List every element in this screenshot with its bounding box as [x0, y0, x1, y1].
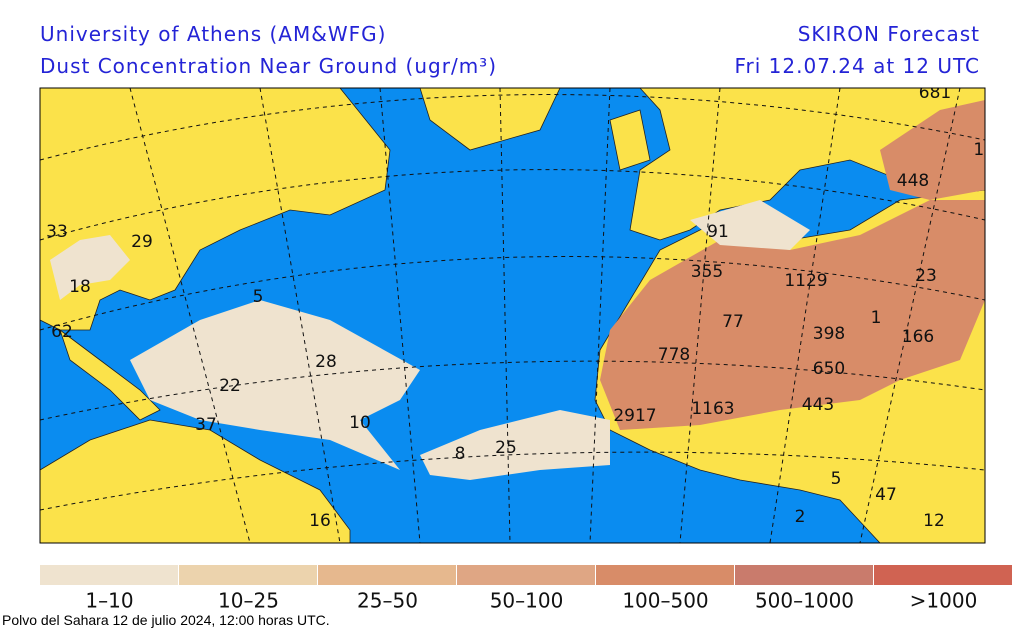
land: [59, 328, 161, 421]
legend-label: >1000: [910, 589, 978, 611]
map-label: 126: [989, 181, 1021, 201]
map-frame: [39, 87, 986, 544]
header-text: SKIRON Forecast: [797, 22, 980, 46]
dust-area: [420, 410, 610, 480]
map-label: 5: [831, 469, 842, 489]
graticule: [40, 88, 985, 543]
legend-swatch: [318, 565, 456, 585]
legend-label: 1–10: [85, 589, 133, 611]
dust-area: [600, 200, 985, 430]
map-label: 778: [658, 345, 690, 365]
dust-area: [690, 200, 810, 250]
legend-label: 25–50: [357, 589, 418, 611]
map-label: 1129: [784, 271, 827, 291]
map-label: 650: [813, 359, 845, 379]
map-label: 8: [455, 444, 466, 464]
map-label: 681: [919, 83, 951, 103]
legend-swatch: [179, 565, 317, 585]
dust-area: [50, 235, 130, 300]
legend-swatch: [457, 565, 595, 585]
map-label: 16: [309, 511, 331, 531]
map-label: 355: [691, 262, 723, 282]
map-label: 47: [875, 485, 897, 505]
legend-label: 100–500: [622, 589, 708, 611]
legend-swatch: [874, 565, 1012, 585]
map-label: 29: [131, 232, 153, 252]
legend-swatch: [596, 565, 734, 585]
map-label: 10: [349, 413, 371, 433]
land: [40, 419, 351, 543]
dust-area: [130, 300, 420, 470]
map-label: 443: [802, 395, 834, 415]
caption: Polvo del Sahara 12 de julio 2024, 12:00…: [2, 612, 330, 628]
map-label: 166: [902, 327, 934, 347]
header-text: University of Athens (AM&WFG): [40, 22, 387, 46]
map-label: 28: [315, 352, 337, 372]
header-text: Fri 12.07.24 at 12 UTC: [734, 54, 980, 78]
land: [419, 88, 561, 151]
map-label: 40: [992, 394, 1014, 414]
map-label: 1: [871, 308, 882, 328]
legend-swatch: [735, 565, 873, 585]
map-label: 2: [795, 507, 806, 527]
map-label: 12: [923, 511, 945, 531]
land: [609, 109, 651, 171]
map-label: 2917: [613, 406, 656, 426]
map-label: 1163: [691, 399, 734, 419]
map-label: 62: [51, 322, 73, 342]
map-label: 448: [897, 171, 929, 191]
map-label: 25: [495, 438, 517, 458]
legend-swatch: [40, 565, 178, 585]
map-label: 1989: [973, 140, 1016, 160]
map-label: 77: [722, 312, 744, 332]
map-label: 22: [219, 376, 241, 396]
legend-label: 50–100: [490, 589, 564, 611]
map-label: 91: [707, 222, 729, 242]
map-label: 264: [989, 293, 1021, 313]
map-label: 398: [813, 324, 845, 344]
map-label: 18: [69, 277, 91, 297]
header-text: Dust Concentration Near Ground (ugr/m³): [40, 54, 497, 78]
legend-label: 500–1000: [755, 589, 854, 611]
legend-label: 10–25: [218, 589, 279, 611]
map-label: 37: [195, 415, 217, 435]
map-label: 5: [253, 287, 264, 307]
dust-area: [880, 100, 985, 200]
map-label: 33: [46, 222, 68, 242]
map-label: 23: [915, 266, 937, 286]
map-label: 12: [994, 506, 1016, 526]
